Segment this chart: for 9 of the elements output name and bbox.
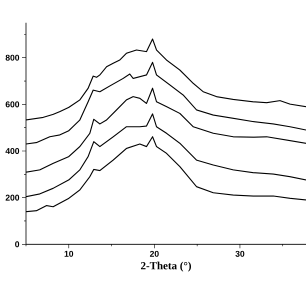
y-tick-label: 200 bbox=[6, 194, 20, 201]
y-tick-label: 800 bbox=[6, 54, 20, 61]
x-axis-title: 2-Theta (°) bbox=[140, 262, 191, 272]
x-tick-label: 10 bbox=[64, 250, 74, 257]
x-tick-label: 30 bbox=[235, 250, 244, 257]
y-tick-label: 0 bbox=[15, 241, 20, 248]
y-tick-label: 400 bbox=[5, 148, 20, 154]
y-tick-label: 600 bbox=[6, 101, 20, 108]
x-tick-label: 20 bbox=[150, 250, 159, 257]
